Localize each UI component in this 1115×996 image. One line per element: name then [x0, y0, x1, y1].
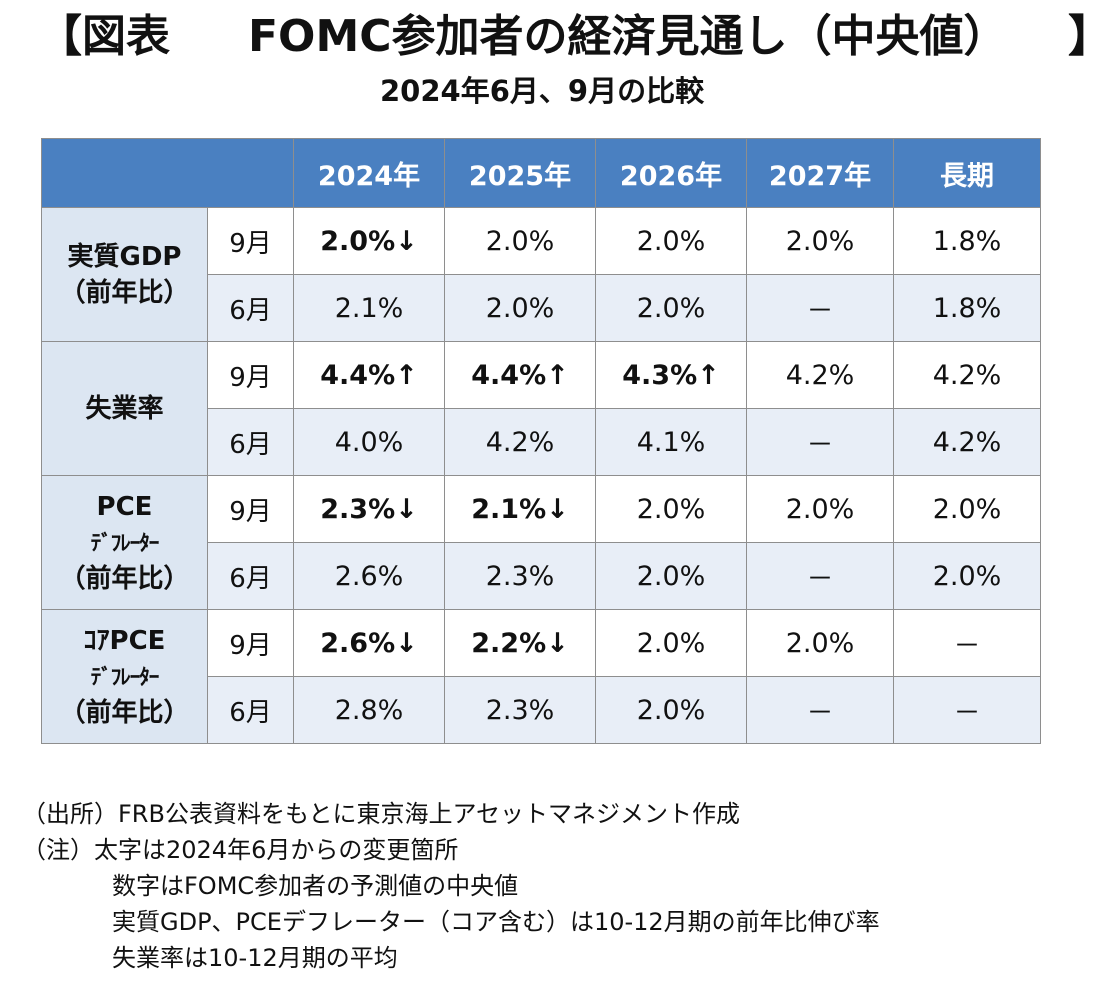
forecast-table: 2024年 2025年 2026年 2027年 長期 実質GDP （前年比） 9月 2…: [41, 138, 1041, 744]
note-median: 数字はFOMC参加者の予測値の中央値: [112, 872, 519, 900]
category-label-line: ﾃﾞﾌﾚｰﾀｰ: [90, 664, 160, 689]
category-label-line: PCE: [96, 491, 153, 522]
value-cell: －: [746, 542, 894, 610]
column-header: 長期: [893, 138, 1041, 208]
note-source: （出所）FRB公表資料をもとに東京海上アセットマネジメント作成: [22, 800, 740, 828]
value-cell: 2.3%↓: [293, 475, 445, 543]
value-cell: 2.3%: [444, 676, 596, 744]
value-cell: 2.0%: [595, 676, 747, 744]
category-label-pce-deflator: PCE ﾃﾞﾌﾚｰﾀｰ （前年比）: [41, 475, 208, 610]
value-cell: 2.6%↓: [293, 609, 445, 677]
month-label: 9月: [207, 341, 294, 409]
note-unemployment: 失業率は10-12月期の平均: [112, 944, 398, 972]
month-label: 9月: [207, 475, 294, 543]
value-cell: 4.2%: [444, 408, 596, 476]
value-cell: 4.3%↑: [595, 341, 747, 409]
title-main: FOMC参加者の経済見通し（中央値）: [248, 11, 1008, 62]
category-label-unemployment-rate: 失業率: [41, 341, 208, 476]
month-label: 6月: [207, 274, 294, 342]
value-cell: 2.0%: [893, 475, 1041, 543]
category-label-line: ｺｱPCE: [83, 625, 166, 656]
value-cell: －: [893, 609, 1041, 677]
month-label: 6月: [207, 676, 294, 744]
table-row: 実質GDP （前年比） 9月 2.0%↓ 2.0% 2.0% 2.0% 1.8%: [41, 207, 1041, 342]
value-cell: －: [746, 274, 894, 342]
value-cell: 4.4%↑: [293, 341, 445, 409]
title-close-bracket: 】: [1068, 11, 1112, 62]
table-header-row: 2024年 2025年 2026年 2027年 長期: [41, 138, 1041, 208]
value-cell: 2.0%: [595, 274, 747, 342]
page-subtitle: 2024年6月、9月の比較: [380, 74, 705, 108]
table-row: PCE ﾃﾞﾌﾚｰﾀｰ （前年比） 9月 2.3%↓ 2.1%↓ 2.0% 2.0% 2.0%: [41, 475, 1041, 610]
value-cell: 2.0%: [595, 475, 747, 543]
value-cell: 2.0%: [595, 609, 747, 677]
category-label-line: 失業率: [85, 393, 164, 424]
value-cell: 2.0%: [893, 542, 1041, 610]
category-label-line: （前年比）: [59, 697, 190, 728]
category-label-core-pce-deflator: ｺｱPCE ﾃﾞﾌﾚｰﾀｰ （前年比）: [41, 609, 208, 744]
month-label: 6月: [207, 542, 294, 610]
value-cell: 4.4%↑: [444, 341, 596, 409]
value-cell: 2.3%: [444, 542, 596, 610]
month-label: 9月: [207, 609, 294, 677]
value-cell: 2.0%: [746, 609, 894, 677]
value-cell: 2.0%: [444, 274, 596, 342]
value-cell: 2.2%↓: [444, 609, 596, 677]
value-cell: 2.1%↓: [444, 475, 596, 543]
value-cell: 4.2%: [893, 408, 1041, 476]
header-corner: [41, 138, 294, 208]
value-cell: 4.2%: [746, 341, 894, 409]
title-open-bracket: 【図表: [38, 11, 170, 62]
value-cell: 2.8%: [293, 676, 445, 744]
value-cell: 2.1%: [293, 274, 445, 342]
value-cell: 2.0%: [595, 207, 747, 275]
month-label: 9月: [207, 207, 294, 275]
column-header: 2025年: [444, 138, 596, 208]
column-header: 2027年: [746, 138, 894, 208]
value-cell: －: [746, 676, 894, 744]
value-cell: 4.0%: [293, 408, 445, 476]
category-label-line: （前年比）: [59, 563, 190, 594]
category-label-line: 実質GDP: [67, 241, 182, 272]
table-row: 6月 2.1% 2.0% 2.0% － 1.8%: [42, 274, 1041, 342]
value-cell: 2.0%↓: [293, 207, 445, 275]
table-row: 6月 4.0% 4.2% 4.1% － 4.2%: [42, 408, 1041, 476]
value-cell: 2.0%: [444, 207, 596, 275]
column-header: 2026年: [595, 138, 747, 208]
footnotes: （出所）FRB公表資料をもとに東京海上アセットマネジメント作成 （注）太字は20…: [22, 796, 880, 976]
table-row: 6月 2.8% 2.3% 2.0% －－: [42, 676, 1041, 744]
value-cell: －: [746, 408, 894, 476]
table-row: 失業率 9月 4.4%↑ 4.4%↑ 4.3%↑ 4.2% 4.2%: [41, 341, 1041, 476]
value-cell: 2.0%: [595, 542, 747, 610]
category-label-line: ﾃﾞﾌﾚｰﾀｰ: [90, 530, 160, 555]
value-cell: 1.8%: [893, 274, 1041, 342]
value-cell: 4.1%: [595, 408, 747, 476]
category-label-real-gdp: 実質GDP （前年比）: [41, 207, 208, 342]
table-row: 6月 2.6% 2.3% 2.0% － 2.0%: [42, 542, 1041, 610]
value-cell: 2.0%: [746, 475, 894, 543]
note-gdp-pce: 実質GDP、PCEデフレーター（コア含む）は10-12月期の前年比伸び率: [112, 908, 880, 936]
month-label: 6月: [207, 408, 294, 476]
note-bold-explanation: （注）太字は2024年6月からの変更箇所: [22, 836, 459, 864]
category-label-line: （前年比）: [59, 277, 190, 308]
table-body: 実質GDP （前年比） 9月 2.0%↓ 2.0% 2.0% 2.0% 1.8% 6月 2.1% 2…: [41, 207, 1041, 744]
value-cell: 2.0%: [746, 207, 894, 275]
value-cell: －: [893, 676, 1041, 744]
value-cell: 4.2%: [893, 341, 1041, 409]
column-header: 2024年: [293, 138, 445, 208]
value-cell: 1.8%: [893, 207, 1041, 275]
value-cell: 2.6%: [293, 542, 445, 610]
table-row: ｺｱPCE ﾃﾞﾌﾚｰﾀｰ （前年比） 9月 2.6%↓ 2.2%↓ 2.0% 2.0% －: [41, 609, 1041, 744]
